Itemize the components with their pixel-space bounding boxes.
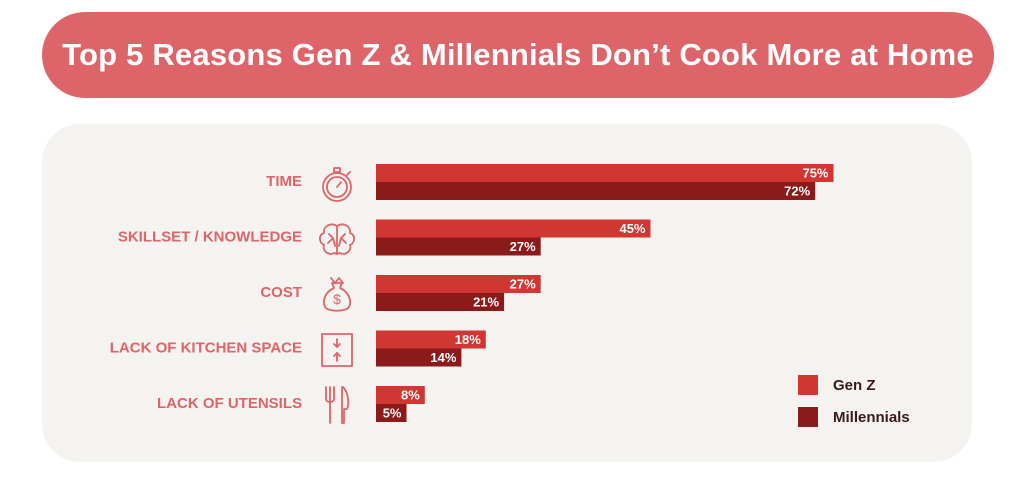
bar-gen-z (376, 219, 651, 238)
value-label: 27% (510, 239, 536, 254)
bars: 75% 72% 45% 27% 27% 21% 18% 14% 8% 5% (376, 164, 834, 422)
bar-gen-z (376, 330, 486, 349)
value-label: 21% (473, 295, 499, 310)
legend: Gen Z Millennials (798, 375, 910, 427)
category-labels: TIME SKILLSET / KNOWLEDGE COST LACK OF KITC… (110, 173, 302, 412)
value-label: 45% (619, 221, 645, 236)
value-label: 72% (784, 184, 810, 199)
legend-swatch-gen-z (798, 375, 818, 395)
bar-millennials (376, 293, 505, 311)
stopwatch-icon (322, 167, 352, 202)
value-label: 8% (401, 388, 420, 403)
category-label: LACK OF KITCHEN SPACE (110, 340, 302, 357)
bar-millennials (376, 237, 541, 256)
category-label: SKILLSET / KNOWLEDGE (118, 229, 302, 246)
title-banner: Top 5 Reasons Gen Z & Millennials Don’t … (42, 12, 994, 98)
bar-millennials (376, 404, 407, 422)
svg-text:$: $ (333, 291, 341, 307)
category-label: COST (260, 284, 302, 301)
chart-title: Top 5 Reasons Gen Z & Millennials Don’t … (62, 37, 974, 72)
legend-label: Millennials (833, 409, 910, 426)
bar-gen-z (376, 275, 541, 293)
bar-millennials (376, 182, 816, 200)
bar-gen-z (376, 386, 425, 404)
category-label: LACK OF UTENSILS (157, 395, 302, 412)
value-label: 18% (455, 332, 481, 347)
money-bag-icon: $ (322, 277, 352, 312)
bar-gen-z (376, 164, 834, 182)
category-label: TIME (266, 173, 302, 190)
value-label: 27% (510, 277, 536, 292)
utensils-icon (325, 386, 350, 424)
value-label: 5% (383, 406, 402, 421)
value-label: 75% (802, 166, 828, 181)
legend-swatch-millennials (798, 407, 818, 427)
bar-millennials (376, 348, 462, 367)
space-arrows-icon (321, 333, 353, 367)
legend-label: Gen Z (833, 377, 876, 394)
brain-icon (318, 223, 356, 255)
value-label: 14% (430, 350, 456, 365)
category-icons: $ (318, 167, 356, 424)
